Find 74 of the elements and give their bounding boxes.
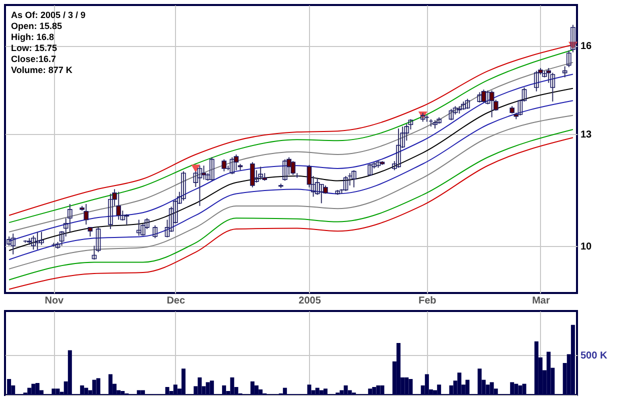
candlestick [10,233,16,255]
candlestick [108,193,113,230]
y-tick-label: 500 K [580,350,608,362]
candlestick [250,162,255,188]
bar [140,390,145,395]
point [191,164,200,172]
bar [424,374,429,395]
annotation: High: 16.8 [11,32,54,42]
candlestick [234,154,239,171]
candlestick [477,92,482,103]
x-tick-label: Mar [532,296,550,306]
candlestick [181,170,186,202]
x-tick-label: Dec [166,296,186,306]
candlestick [209,156,214,182]
candlestick [465,98,470,110]
bar [254,385,259,395]
candlestick [282,158,288,182]
bar [120,391,125,395]
candlestick [351,170,356,188]
candlestick [550,72,556,102]
candlestick [448,108,454,121]
candlestick [566,50,572,68]
annotation: As Of: 2005 / 3 / 9 [11,10,86,20]
bar [84,388,88,395]
candlestick [6,236,12,246]
candlestick [258,166,263,180]
candlestick [68,204,72,232]
bar [173,384,178,395]
candlestick [290,160,296,176]
y-tick-label: 16 [580,41,592,52]
bar [396,343,401,395]
candlestick [222,158,226,172]
candlestick [39,231,44,246]
candlestick [534,70,539,92]
bar [490,382,494,395]
x-tick-label: Feb [418,296,436,306]
annotation: Close:16.7 [11,54,56,64]
candlestick [152,224,158,239]
candlestick [84,204,89,226]
bar [282,388,287,395]
candlestick [562,66,568,78]
candlestick [489,90,494,118]
candlestick [570,24,576,53]
candlestick [396,128,401,168]
x-tick-label: 2005 [298,296,322,306]
bar [258,389,263,395]
annotation: Low: 15.75 [11,43,58,53]
candlestick [35,231,40,250]
annotation: Volume: 877 K [11,65,73,75]
candlestick [124,214,130,226]
bar [546,352,551,395]
candlestick [30,235,36,250]
bar [35,383,40,395]
bar [31,384,36,395]
bar [230,377,234,395]
x-tick-label: Nov [44,296,64,306]
candlestick [88,226,93,237]
bar [315,388,320,395]
bar [27,388,32,395]
candlestick [116,191,121,220]
bar [404,377,409,395]
candlestick [136,219,142,236]
bar [457,372,462,395]
bar [514,384,518,395]
bar [319,390,324,395]
candlestick [343,175,348,192]
candlestick [368,163,373,176]
bar [206,382,210,395]
candlestick [197,165,202,206]
y-tick-label: 10 [580,241,592,252]
y-tick-label: 13 [580,130,592,141]
annotation: Open: 15.85 [11,21,62,31]
candlestick [230,156,235,175]
bar [372,387,376,395]
